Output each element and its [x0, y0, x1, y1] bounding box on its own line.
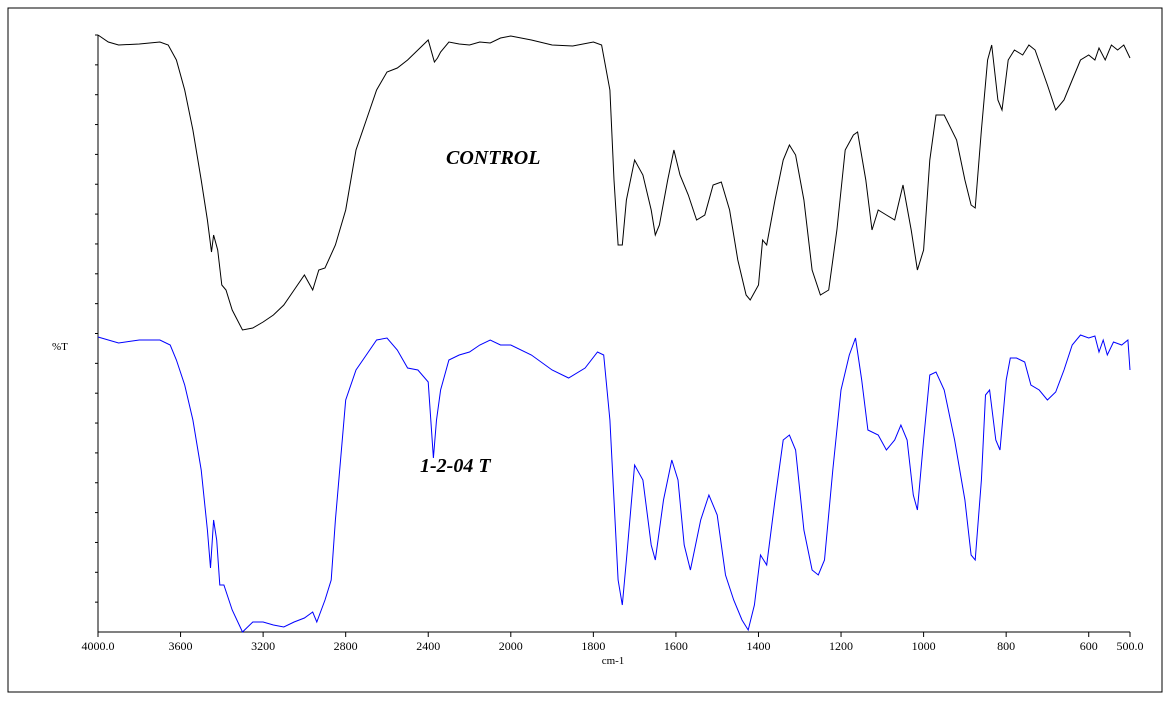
x-tick-label: 600 [1080, 639, 1098, 653]
x-tick-label: 1600 [664, 639, 688, 653]
x-tick-label: 2000 [499, 639, 523, 653]
x-tick-label: 1400 [746, 639, 770, 653]
x-tick-label: 4000.0 [82, 639, 115, 653]
annotation: CONTROL [446, 147, 540, 169]
x-tick-label: 2800 [334, 639, 358, 653]
x-tick-label: 3600 [169, 639, 193, 653]
x-tick-label: 1000 [912, 639, 936, 653]
x-tick-label: 800 [997, 639, 1015, 653]
annotation: 1-2-04 T [420, 455, 491, 477]
x-axis-label: cm-1 [602, 655, 625, 667]
spectrum-line [97, 34, 1131, 331]
frame [7, 7, 1163, 693]
spectrum-line [97, 334, 1131, 633]
x-tick-label: 500.0 [1117, 639, 1144, 653]
y-axis-label: %T [52, 341, 68, 353]
x-tick-label: 2400 [416, 639, 440, 653]
x-tick-label: 1800 [581, 639, 605, 653]
x-tick-label: 1200 [829, 639, 853, 653]
x-tick-label: 3200 [251, 639, 275, 653]
